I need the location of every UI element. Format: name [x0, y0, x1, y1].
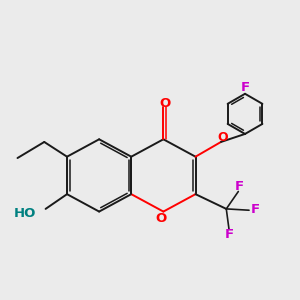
Text: F: F [250, 203, 260, 216]
Text: F: F [225, 228, 234, 242]
Text: O: O [155, 212, 166, 225]
Text: O: O [217, 131, 228, 144]
Text: HO: HO [14, 207, 36, 220]
Text: O: O [159, 97, 170, 110]
Text: F: F [234, 180, 243, 193]
Text: F: F [241, 81, 250, 94]
